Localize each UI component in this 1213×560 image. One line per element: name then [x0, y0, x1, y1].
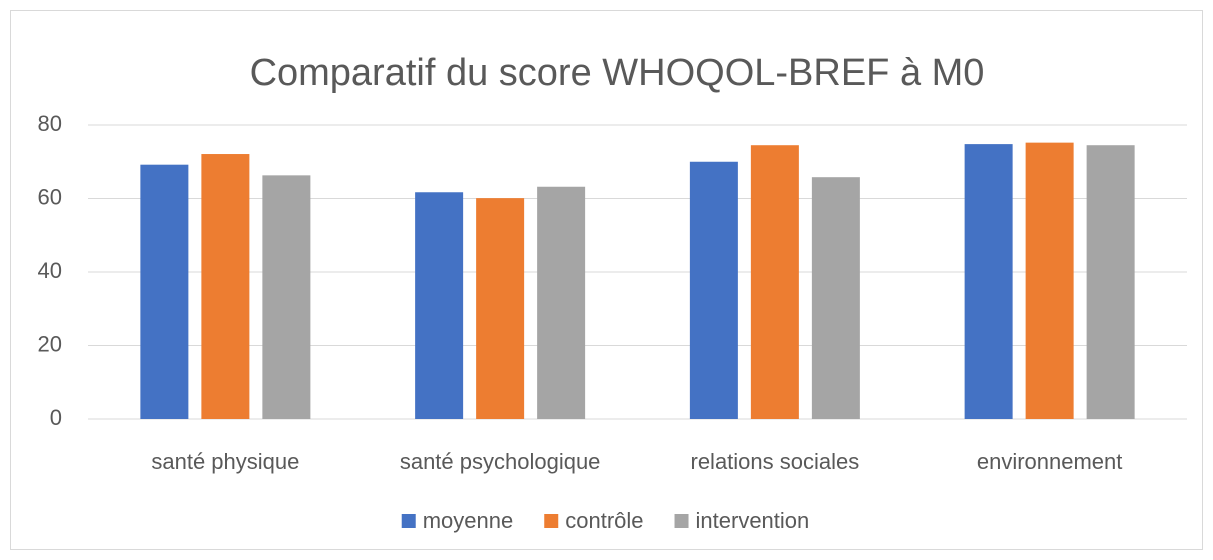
legend-label: contrôle — [565, 508, 643, 533]
legend-swatch — [544, 514, 559, 528]
legend-swatch — [674, 514, 689, 528]
x-tick-label: environnement — [977, 449, 1123, 474]
bar — [262, 175, 311, 419]
bar — [1025, 142, 1074, 419]
legend-swatch — [401, 514, 416, 528]
legend-label: intervention — [696, 508, 810, 533]
y-tick-label: 0 — [50, 405, 62, 430]
x-tick-label: santé psychologique — [400, 449, 601, 474]
bar — [964, 144, 1013, 420]
chart-title: Comparatif du score WHOQOL-BREF à M0 — [250, 52, 985, 94]
bar — [140, 164, 189, 419]
y-tick-label: 40 — [38, 258, 62, 283]
y-tick-label: 20 — [38, 331, 62, 356]
x-tick-label: relations sociales — [691, 449, 860, 474]
legend: moyenne contrôle intervention — [401, 508, 810, 533]
bar — [476, 198, 525, 419]
bar — [415, 192, 464, 419]
bar — [750, 145, 799, 419]
bar — [689, 161, 738, 419]
bar — [537, 186, 586, 419]
legend-label: moyenne — [423, 508, 514, 533]
y-tick-label: 60 — [38, 184, 62, 209]
bar — [201, 154, 250, 419]
bar — [811, 177, 860, 419]
bar — [1086, 145, 1135, 419]
y-tick-label: 80 — [38, 111, 62, 136]
x-tick-label: santé physique — [151, 449, 299, 474]
